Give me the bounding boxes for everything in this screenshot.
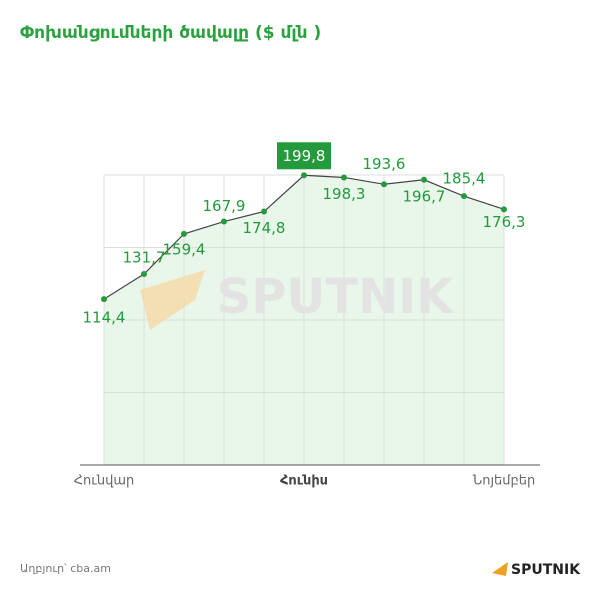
point (341, 174, 347, 181)
watermark-icon (140, 270, 205, 330)
logo: SPUTNIK (511, 562, 581, 578)
source: Աղբյուր՝ cba.am (20, 562, 111, 575)
point (381, 181, 387, 188)
value-label: 167,9 (203, 197, 246, 215)
point (181, 230, 187, 237)
x-tick-label: Հունվար (74, 474, 135, 489)
point (421, 176, 427, 183)
point (461, 193, 467, 200)
x-tick-label: Հունիս (280, 474, 328, 489)
x-tick-label: Նոյեմբեր (473, 474, 535, 489)
chart-title: Փոխանցումների ծավալը ($ մլն ) (20, 23, 321, 43)
value-label: 114,4 (83, 309, 126, 327)
value-label: 193,6 (363, 155, 406, 173)
value-label: 131,7 (123, 249, 166, 267)
point (141, 271, 147, 278)
value-label: 199,8 (283, 147, 326, 165)
highlight-box (277, 142, 331, 170)
value-label: 185,4 (443, 170, 486, 188)
logo-icon (492, 562, 508, 576)
watermark: SPUTNIK (217, 269, 456, 325)
point (261, 208, 267, 215)
point (501, 206, 507, 213)
value-label: 174,8 (243, 219, 286, 237)
point (301, 172, 307, 179)
value-label: 176,3 (483, 213, 526, 231)
value-label: 198,3 (323, 185, 366, 203)
point (101, 296, 107, 303)
value-label: 159,4 (163, 240, 206, 258)
value-label: 196,7 (403, 187, 446, 205)
point (221, 218, 227, 225)
